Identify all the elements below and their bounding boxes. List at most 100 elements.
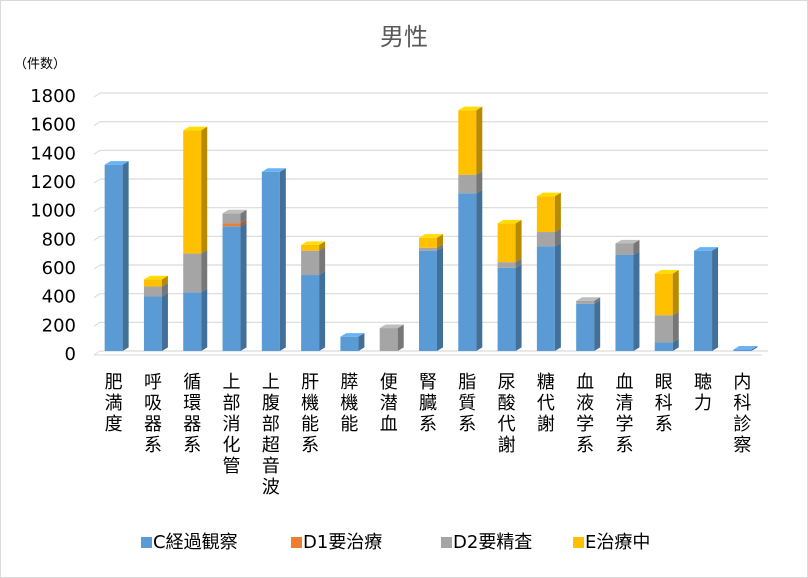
chart-title: 男性 [380, 23, 428, 51]
legend-swatch [573, 537, 584, 548]
bar-stack [340, 333, 365, 351]
bar-stack [419, 234, 443, 351]
bar-stack [615, 239, 640, 351]
y-tick-label: 0 [65, 344, 76, 365]
bar-top-cap [379, 324, 404, 329]
bar-top-cap [261, 168, 286, 172]
bar-segment [458, 193, 477, 351]
bar-segment [458, 174, 477, 194]
legend-swatch [141, 537, 152, 548]
x-tick-label: 眼科系 [655, 372, 673, 435]
bar-stack [654, 270, 679, 351]
y-tick-label: 400 [42, 287, 76, 308]
bar-segment [536, 232, 555, 247]
bar-segment [183, 292, 202, 351]
x-tick-labels: 肥満度 呼吸器系 循環器系 上部消化管 上腹部超音波 肝機能系 膵機能 便潜血 腎臓系 脂質系 尿酸… [105, 372, 752, 498]
bar-segment [536, 246, 555, 351]
bar-segment-side [201, 126, 208, 254]
bar-top-cap [222, 209, 247, 214]
y-tick-label: 600 [42, 258, 76, 279]
bar-segment-side [437, 234, 443, 248]
x-tick-label: 脂質系 [458, 372, 476, 435]
bar-segment-side [554, 242, 561, 351]
bar-top-cap [340, 333, 365, 337]
gridline-depth [93, 264, 101, 270]
bar-segment-side [201, 249, 208, 293]
bar-segment-side [633, 251, 640, 351]
bar-segment-side [161, 282, 168, 297]
bar-stack [379, 324, 404, 351]
bar-segment-side [672, 338, 679, 351]
bar-segment-side [397, 324, 404, 351]
bar-segment [183, 130, 202, 254]
x-tick-label: 聴力 [694, 372, 712, 414]
bar-segment [222, 213, 241, 224]
y-tick-label: 200 [42, 315, 76, 336]
bar-segment [615, 254, 634, 351]
bar-segment [497, 223, 516, 263]
gridline-depth [93, 293, 101, 299]
bar-segment [222, 226, 241, 351]
bar-segment-side [201, 288, 208, 351]
bar-stack [261, 168, 286, 351]
bar-segment-side [554, 192, 561, 233]
y-unit-label: （件数） [14, 57, 66, 72]
x-tick-label: 膵機能 [340, 372, 358, 435]
y-tick-label: 1400 [30, 143, 76, 164]
y-tick-label: 1200 [30, 172, 76, 193]
bar-stack [301, 241, 326, 351]
legend-label: E治療中 [585, 532, 650, 553]
bar-segment [419, 247, 437, 251]
x-tick-label: 肥満度 [105, 372, 123, 435]
bar-segment-side [161, 292, 168, 351]
bar-segment [576, 300, 595, 304]
bar-segment [694, 250, 713, 351]
x-tick-label: 糖代謝 [537, 372, 555, 435]
bar-top-cap [104, 161, 129, 165]
x-tick-label: 肝機能系 [301, 372, 319, 456]
bar-segment [301, 244, 320, 251]
bar-stack [183, 126, 208, 351]
bar-segment-side [672, 311, 679, 343]
bar-segment [143, 286, 162, 297]
bar-segment-side [319, 241, 326, 251]
bar-segment [301, 275, 320, 351]
x-tick-label: 上部消化管 [223, 372, 241, 477]
bar-segment-side [240, 222, 247, 351]
bar-segment-side [672, 270, 679, 316]
bar-segment-side [279, 168, 286, 351]
bar-segment [340, 336, 359, 351]
bar-segment [497, 267, 516, 351]
bar-top-cap [458, 106, 483, 111]
legend-swatch [441, 537, 452, 548]
bar-segment [183, 253, 202, 293]
bar-segment [497, 262, 516, 268]
x-tick-label: 腎臓系 [419, 372, 437, 435]
bar-top-cap [497, 219, 522, 224]
bar-segment-side [437, 244, 443, 251]
bar-segment-side [122, 161, 129, 351]
bar-segment [261, 171, 280, 351]
bar-stack [497, 219, 522, 351]
bar-top-cap [183, 126, 208, 131]
bar-stack [222, 209, 247, 351]
gridline-depth [93, 149, 101, 155]
bar-segment [104, 164, 123, 351]
gridline-depth [93, 92, 101, 98]
legend-label: D1要治療 [303, 532, 382, 553]
legend-label: D2要精査 [453, 532, 532, 553]
bar-segment [379, 328, 398, 351]
bars [104, 106, 758, 351]
bar-segment-side [319, 271, 326, 351]
bar-segment [654, 342, 673, 351]
gridline-depth [93, 178, 101, 184]
bar-segment-side [594, 297, 601, 304]
bar-top-cap [536, 192, 561, 197]
x-tick-label: 血液学系 [576, 372, 594, 456]
bar-segment [419, 237, 437, 248]
gridline-depth [93, 207, 101, 213]
bar-top-cap [419, 234, 443, 238]
bar-stack [458, 106, 483, 351]
bar-segment-side [554, 228, 561, 247]
